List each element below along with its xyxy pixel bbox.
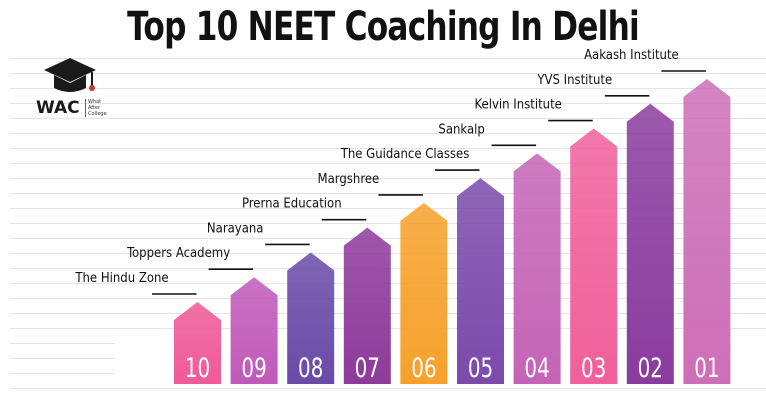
bar-09 <box>230 277 278 384</box>
bar-01 <box>683 79 731 384</box>
bar-rank-label: 05 <box>468 352 493 384</box>
bar-rank-label: 04 <box>524 352 549 384</box>
bar-name-label: Toppers Academy <box>126 246 230 261</box>
bar-rank-label: 06 <box>411 352 436 384</box>
bar-name-label: Prerna Education <box>242 197 342 212</box>
bar-02 <box>626 103 674 385</box>
bar-name-label: The Hindu Zone <box>74 271 168 286</box>
logo: WAC What After College <box>36 52 116 126</box>
graduation-cap-icon <box>44 58 96 92</box>
bar-rank-label: 01 <box>694 352 719 384</box>
page-title: Top 10 NEET Coaching In Delhi <box>127 4 640 50</box>
bar-name-label: Margshree <box>318 172 380 187</box>
bar-rank-label: 10 <box>185 352 210 384</box>
logo-subtext-line: College <box>88 111 107 117</box>
bar-name-label: YVS Institute <box>536 73 612 88</box>
bar-rank-label: 03 <box>581 352 606 384</box>
bar-rank-label: 08 <box>298 352 323 384</box>
bar-08 <box>287 252 335 384</box>
bar-name-label: Aakash Institute <box>584 48 679 63</box>
logo-subtext-line: After <box>88 105 101 111</box>
logo-subtext: What After College <box>85 99 118 117</box>
bar-07 <box>343 227 391 384</box>
bar-06 <box>400 202 448 384</box>
logo-subtext-line: What <box>88 99 102 105</box>
bar-03 <box>570 128 618 384</box>
bar-rank-label: 09 <box>241 352 266 384</box>
bar-name-label: The Guidance Classes <box>340 147 470 162</box>
bar-name-label: Sankalp <box>438 122 484 137</box>
bar-name-label: Narayana <box>207 221 264 236</box>
bar-10 <box>174 302 221 384</box>
logo-text: WAC <box>36 98 80 118</box>
bar-rank-label: 02 <box>638 352 663 384</box>
bar-04 <box>513 153 561 384</box>
bar-name-label: Kelvin Institute <box>475 98 562 113</box>
bar-05 <box>457 178 504 384</box>
bar-rank-label: 07 <box>355 352 380 384</box>
